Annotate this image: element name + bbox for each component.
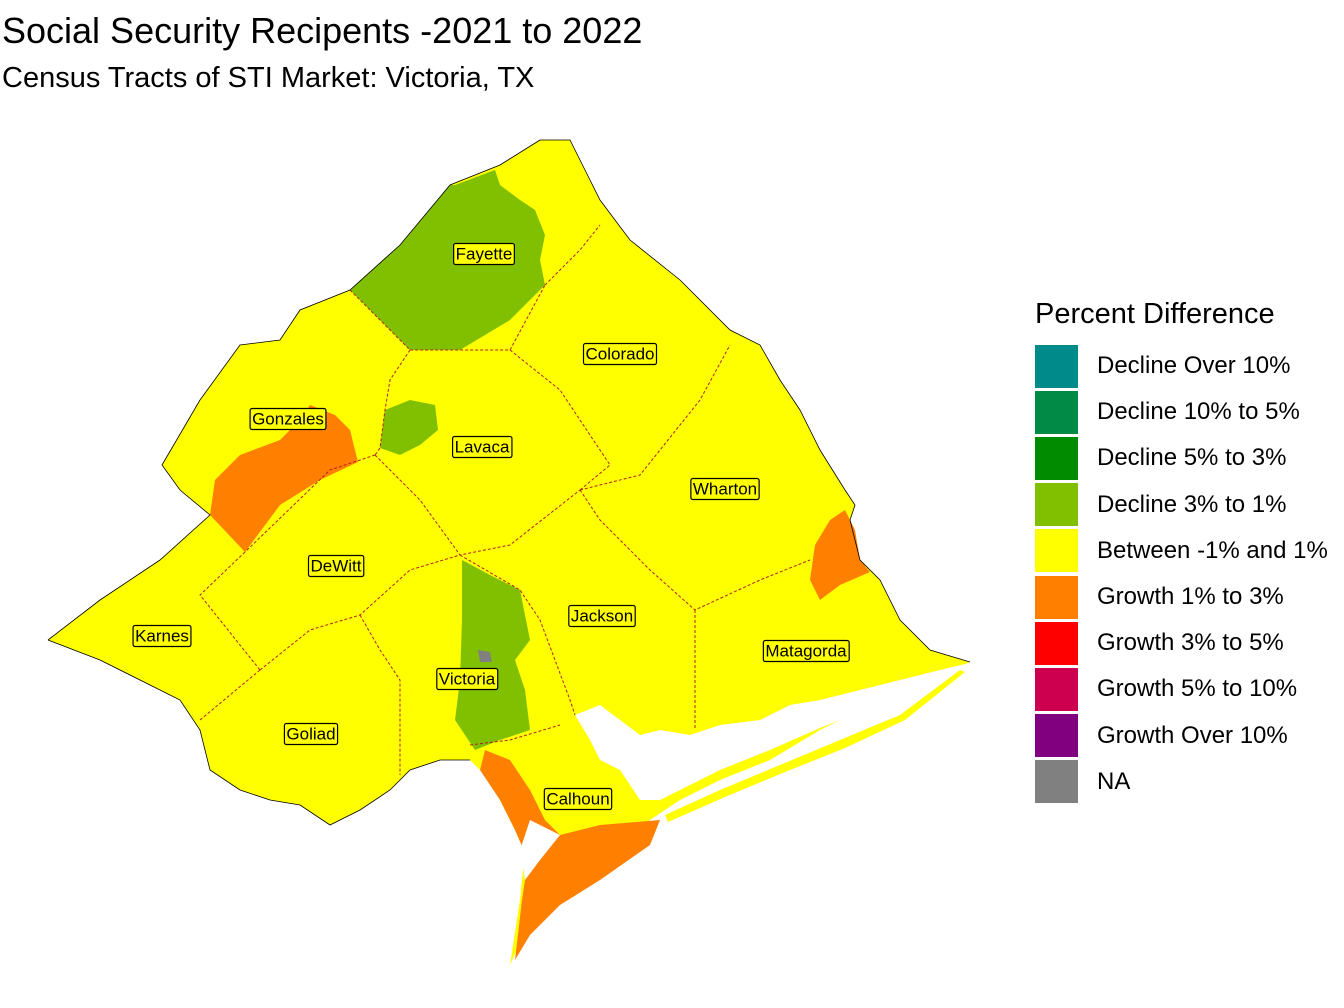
legend-label: Growth 3% to 5% — [1097, 629, 1284, 657]
legend-swatch — [1035, 621, 1078, 665]
county-name: Lavaca — [455, 438, 510, 457]
legend-item: Decline Over 10% — [1035, 343, 1328, 389]
legend: Percent Difference Decline Over 10% Decli… — [1035, 298, 1328, 805]
legend-title: Percent Difference — [1035, 298, 1275, 330]
county-label-jackson: Jackson — [568, 604, 636, 628]
legend-label: Decline 10% to 5% — [1097, 398, 1300, 426]
county-name: Goliad — [286, 725, 335, 744]
county-label-lavaca: Lavaca — [451, 435, 513, 459]
legend-swatch — [1035, 390, 1078, 434]
matagorda-bay-water — [520, 820, 560, 880]
county-name: DeWitt — [311, 557, 362, 576]
legend-item: Decline 5% to 3% — [1035, 435, 1328, 481]
county-label-victoria: Victoria — [436, 667, 499, 691]
map-title: Social Security Recipents -2021 to 2022 — [2, 10, 643, 51]
county-name: Karnes — [135, 627, 189, 646]
legend-label: Growth 5% to 10% — [1097, 675, 1298, 703]
legend-swatch — [1035, 529, 1078, 573]
matagorda-growth-tract — [810, 510, 870, 600]
county-name: Jackson — [571, 607, 633, 626]
legend-items: Decline Over 10% Decline 10% to 5% Decline… — [1035, 343, 1328, 805]
county-name: Gonzales — [252, 410, 324, 429]
county-name: Wharton — [693, 480, 757, 499]
fayette-decline-tract — [350, 170, 545, 350]
legend-item: Decline 10% to 5% — [1035, 389, 1328, 435]
legend-label: NA — [1097, 767, 1131, 795]
county-name: Colorado — [586, 345, 655, 364]
legend-swatch — [1035, 344, 1078, 388]
victoria-decline-tract — [455, 560, 530, 750]
county-label-dewitt: DeWitt — [307, 554, 365, 578]
calhoun-growth-tract — [480, 750, 660, 960]
legend-item: Growth 5% to 10% — [1035, 666, 1328, 712]
county-label-wharton: Wharton — [690, 477, 760, 501]
lavaca-decline-tract — [380, 400, 438, 455]
legend-item: Growth 1% to 3% — [1035, 574, 1328, 620]
legend-swatch — [1035, 714, 1078, 758]
legend-label: Decline Over 10% — [1097, 352, 1291, 380]
legend-label: Between -1% and 1% — [1097, 536, 1328, 564]
county-label-fayette: Fayette — [453, 242, 515, 266]
county-label-calhoun: Calhoun — [543, 787, 613, 811]
legend-label: Decline 3% to 1% — [1097, 490, 1287, 518]
legend-item: Growth 3% to 5% — [1035, 620, 1328, 666]
county-name: Matagorda — [765, 642, 847, 661]
legend-item: Between -1% and 1% — [1035, 528, 1328, 574]
legend-swatch — [1035, 575, 1078, 619]
legend-label: Growth Over 10% — [1097, 721, 1288, 749]
legend-swatch — [1035, 483, 1078, 527]
map-subtitle: Census Tracts of STI Market: Victoria, T… — [2, 62, 535, 94]
county-label-goliad: Goliad — [283, 722, 339, 746]
bay-water — [575, 664, 965, 800]
legend-item: NA — [1035, 759, 1328, 805]
legend-swatch — [1035, 436, 1078, 480]
gonzales-growth-tract — [210, 405, 358, 552]
county-label-colorado: Colorado — [582, 342, 658, 366]
legend-item: Decline 3% to 1% — [1035, 482, 1328, 528]
county-label-gonzales: Gonzales — [249, 407, 327, 431]
county-borders — [199, 224, 811, 775]
legend-label: Growth 1% to 3% — [1097, 583, 1284, 611]
county-name: Calhoun — [546, 790, 609, 809]
county-name: Victoria — [439, 670, 496, 689]
market-outline — [47, 139, 971, 826]
county-labels: Fayette Colorado Gonzales Lavaca Wharton DeWi… — [132, 242, 850, 811]
county-label-karnes: Karnes — [132, 624, 192, 648]
na-tract — [478, 650, 492, 662]
legend-item: Growth Over 10% — [1035, 713, 1328, 759]
legend-swatch — [1035, 667, 1078, 711]
barrier-island — [665, 670, 965, 822]
county-name: Fayette — [456, 245, 513, 264]
legend-label: Decline 5% to 3% — [1097, 444, 1287, 472]
legend-swatch — [1035, 760, 1078, 804]
county-label-matagorda: Matagorda — [762, 639, 850, 663]
